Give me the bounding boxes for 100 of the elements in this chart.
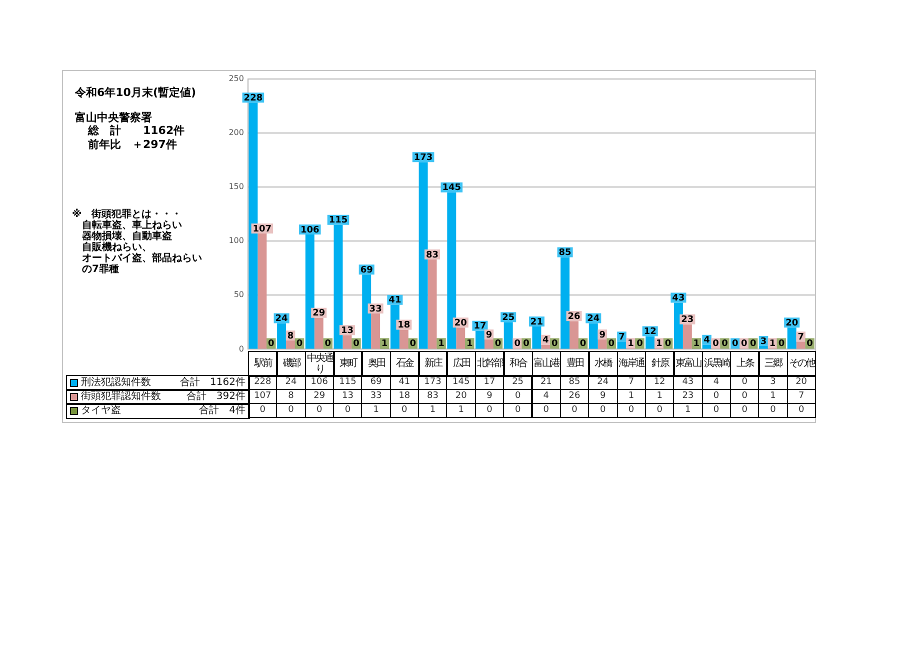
bar bbox=[342, 335, 352, 349]
text: 1 bbox=[758, 389, 788, 404]
data-label: 20 bbox=[786, 318, 798, 328]
x-tick-label: 三郷 bbox=[758, 351, 788, 377]
bar bbox=[334, 224, 343, 349]
bar bbox=[588, 323, 598, 349]
text: オートバイ盗、部品ねらい bbox=[82, 253, 202, 264]
bar bbox=[286, 340, 296, 349]
data-label: 106 bbox=[300, 225, 320, 236]
text: 1 bbox=[418, 403, 448, 418]
text: 合計 1162件 bbox=[180, 376, 246, 389]
x-tick-label: 中央通り bbox=[304, 351, 335, 377]
data-label: 0 bbox=[778, 339, 785, 350]
text: 7 bbox=[616, 375, 646, 390]
text: 0 bbox=[702, 403, 731, 418]
text: 総 計 1162件 bbox=[88, 124, 185, 138]
text: 0 bbox=[644, 403, 674, 418]
text: 0 bbox=[786, 403, 816, 418]
y-tick-label: 200 bbox=[228, 128, 244, 137]
y-tick-label: 250 bbox=[228, 74, 244, 83]
bar bbox=[759, 346, 768, 349]
y-tick-label: 150 bbox=[228, 182, 244, 192]
text: 145 bbox=[446, 375, 476, 390]
data-label: 3 bbox=[760, 336, 767, 347]
bar bbox=[314, 318, 324, 349]
text: 21 bbox=[532, 375, 561, 390]
legend-label: タイヤ盗 bbox=[81, 404, 121, 417]
x-tick-label: 海岸通 bbox=[616, 351, 646, 377]
data-label: 0 bbox=[353, 339, 360, 350]
text: 0 bbox=[276, 403, 306, 418]
data-label: 0 bbox=[712, 339, 719, 350]
bar bbox=[258, 233, 267, 349]
text: 3 bbox=[758, 375, 788, 390]
data-label: 0 bbox=[732, 339, 738, 350]
text: 13 bbox=[333, 389, 362, 404]
text: 0 bbox=[758, 403, 788, 418]
data-label: 17 bbox=[474, 322, 486, 332]
bar bbox=[541, 344, 550, 349]
data-label: 1 bbox=[628, 338, 634, 349]
text: 83 bbox=[418, 389, 448, 404]
data-label: 228 bbox=[244, 93, 263, 104]
bar bbox=[532, 326, 542, 349]
x-tick-label: 豊田 bbox=[560, 351, 590, 377]
data-label: 83 bbox=[426, 250, 439, 260]
text: 1 bbox=[673, 403, 703, 418]
x-tick-label: 磯部 bbox=[276, 351, 306, 377]
x-tick-label: 石金 bbox=[390, 351, 420, 377]
bar bbox=[456, 328, 466, 349]
data-label: 29 bbox=[312, 308, 326, 319]
text: 29 bbox=[304, 389, 334, 404]
bar bbox=[390, 304, 400, 349]
bar bbox=[560, 257, 570, 349]
y-tick-label: 50 bbox=[234, 290, 244, 300]
text: 9 bbox=[474, 389, 504, 404]
bar bbox=[428, 259, 437, 349]
text: 18 bbox=[390, 389, 420, 404]
text: 0 bbox=[474, 403, 504, 418]
text: 8 bbox=[276, 389, 306, 404]
data-label: 0 bbox=[608, 339, 614, 350]
bar bbox=[305, 234, 314, 349]
data-label: 0 bbox=[268, 339, 274, 350]
data-label: 0 bbox=[580, 339, 586, 350]
text: 1 bbox=[644, 389, 674, 404]
x-tick-label: 上条 bbox=[730, 351, 760, 377]
text: 0 bbox=[532, 403, 561, 418]
text: 24 bbox=[276, 375, 306, 390]
text: 1 bbox=[361, 403, 391, 418]
data-label: 0 bbox=[636, 339, 643, 350]
data-label: 41 bbox=[388, 296, 402, 306]
data-label: 12 bbox=[644, 327, 656, 338]
text: 自転車盗、車上ねらい bbox=[82, 220, 182, 231]
text: 4 bbox=[702, 375, 731, 390]
text: ※ 街頭犯罪とは・・・ bbox=[72, 209, 182, 220]
text: 0 bbox=[616, 403, 646, 418]
text: 115 bbox=[333, 375, 362, 390]
text: 25 bbox=[503, 375, 532, 390]
data-label: 8 bbox=[287, 331, 294, 342]
bar bbox=[277, 323, 286, 349]
text: 0 bbox=[304, 403, 334, 418]
data-label: 0 bbox=[806, 339, 813, 350]
data-label: 9 bbox=[599, 330, 606, 340]
data-label: 0 bbox=[552, 339, 558, 350]
legend-label: 街頭犯罪認知件数 bbox=[81, 390, 161, 403]
data-label: 145 bbox=[442, 183, 462, 194]
text: 0 bbox=[390, 403, 420, 418]
text: 0 bbox=[333, 403, 362, 418]
data-label: 1 bbox=[438, 338, 444, 349]
data-label: 24 bbox=[587, 314, 600, 324]
x-tick-label: 東町 bbox=[333, 351, 363, 377]
text: の7罪種 bbox=[82, 264, 119, 275]
x-tick-label: 広田 bbox=[446, 351, 476, 377]
bar bbox=[362, 274, 372, 349]
bar bbox=[646, 336, 655, 349]
y-tick-label: 100 bbox=[228, 236, 244, 246]
data-label: 23 bbox=[681, 315, 694, 326]
text: 富山中央警察署 bbox=[75, 111, 152, 124]
bar bbox=[504, 322, 513, 349]
data-label: 20 bbox=[454, 318, 467, 328]
data-label: 1 bbox=[466, 338, 473, 349]
bar bbox=[447, 192, 456, 349]
